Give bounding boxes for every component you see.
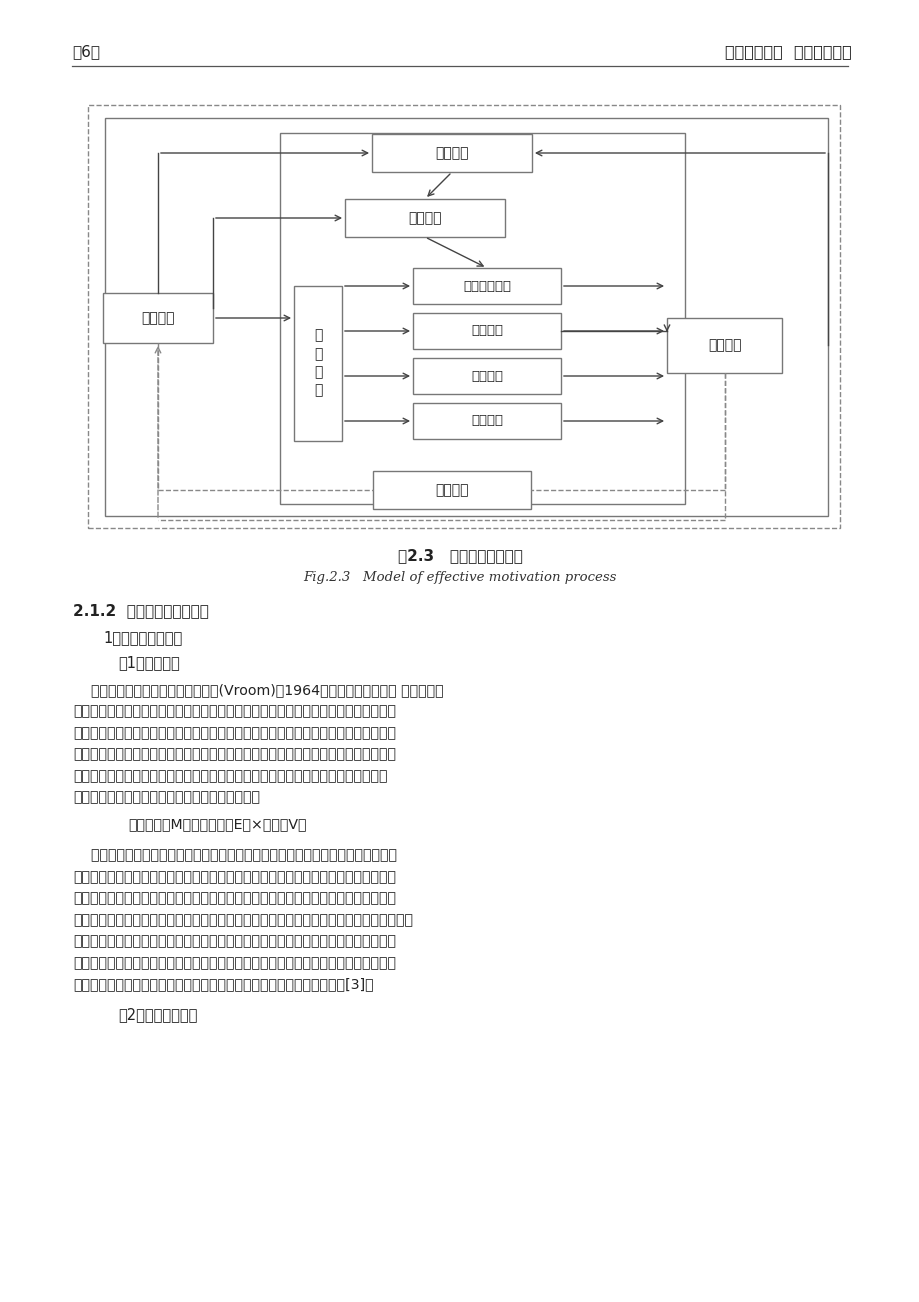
Text: 激励主体: 激励主体 xyxy=(708,339,741,352)
Text: 激励信息: 激励信息 xyxy=(435,483,469,497)
Text: 促使其保持这种工作积极性，用公式表示，即是：: 促使其保持这种工作积极性，用公式表示，即是： xyxy=(73,790,260,805)
Text: 掘员工的潜力。期望理论的最大贡献在于，它使企业管理者们懂得，为了激发员工的积: 掘员工的潜力。期望理论的最大贡献在于，它使企业管理者们懂得，为了激发员工的积 xyxy=(73,956,395,970)
Text: 期望理论是美国管理心理学弗鲁姆(Vroom)于1964年在《工作与激励》 一书中首次: 期望理论是美国管理心理学弗鲁姆(Vroom)于1964年在《工作与激励》 一书中… xyxy=(73,684,443,697)
Text: 不大。按照弗鲁姆的期望理论，为了有效地激发员工的积极性，需要正确处理好三种关: 不大。按照弗鲁姆的期望理论，为了有效地激发员工的积极性，需要正确处理好三种关 xyxy=(73,892,395,905)
Text: 在实际管理工作中应根据员工的不同需要，宜采取多种形式的奖励，才能最大限度地挖: 在实际管理工作中应根据员工的不同需要，宜采取多种形式的奖励，才能最大限度地挖 xyxy=(73,935,395,948)
Text: 2.1.2  西方的典型激励理论: 2.1.2 西方的典型激励理论 xyxy=(73,603,209,618)
Bar xyxy=(88,105,839,529)
Text: 激励力量（M）＝期望值（E）×效价（V）: 激励力量（M）＝期望值（E）×效价（V） xyxy=(128,816,306,831)
Bar xyxy=(413,268,561,303)
Text: 当个人对实现某项目标的效价高，且实现可能性也大时，则实现此项目标的激励力: 当个人对实现某项目标的效价高，且实现可能性也大时，则实现此项目标的激励力 xyxy=(73,849,397,862)
Bar xyxy=(413,404,561,439)
Bar xyxy=(372,471,530,509)
Bar xyxy=(371,134,531,172)
Text: 激励主体: 激励主体 xyxy=(142,311,175,326)
Bar xyxy=(667,318,782,372)
Text: 反馈控制: 反馈控制 xyxy=(471,414,503,427)
Text: （1）期望理论: （1）期望理论 xyxy=(118,655,179,671)
Text: 第6页: 第6页 xyxy=(72,44,100,60)
Bar xyxy=(103,293,213,342)
Text: 激励环境: 激励环境 xyxy=(435,146,469,160)
Text: 系：一是努力与成绩的关系，二是成绩与奖励的关系，一是激励与满足是个人需要的关系。: 系：一是努力与成绩的关系，二是成绩与奖励的关系，一是激励与满足是个人需要的关系。 xyxy=(73,913,413,927)
Text: 极性，必须提高员工行动结果的偏好程度，同时要提高员工对高期望概率[3]。: 极性，必须提高员工行动结果的偏好程度，同时要提高员工对高期望概率[3]。 xyxy=(73,978,373,992)
Text: 激
励
控
制: 激 励 控 制 xyxy=(313,328,322,397)
Text: 过程监控: 过程监控 xyxy=(471,370,503,383)
Text: 时机选择: 时机选择 xyxy=(471,324,503,337)
Text: 选择激励因素: 选择激励因素 xyxy=(462,280,510,293)
Text: 激励环境: 激励环境 xyxy=(408,211,441,225)
Text: 事某项工作并达成组织目标，是因为这些工作和组织目标会帮助他们达成自己的目标、: 事某项工作并达成组织目标，是因为这些工作和组织目标会帮助他们达成自己的目标、 xyxy=(73,727,395,740)
Bar xyxy=(294,285,342,440)
Text: 满足自己某方面的需要。对于认为自己能够通过努力带来工作的高绩效并且估计到其成: 满足自己某方面的需要。对于认为自己能够通过努力带来工作的高绩效并且估计到其成 xyxy=(73,747,395,762)
Text: 就能够获得奖励的员工会提高其工作积极性，并且他们的奖励和他的期望相一致，这: 就能够获得奖励的员工会提高其工作积极性，并且他们的奖励和他的期望相一致，这 xyxy=(73,769,387,783)
Text: 图2.3   有效激励过程模式: 图2.3 有效激励过程模式 xyxy=(397,548,522,564)
Text: 华东理工大学  硕士学位论文: 华东理工大学 硕士学位论文 xyxy=(724,44,851,60)
Bar xyxy=(105,118,827,516)
Text: 1、过程型激励理论: 1、过程型激励理论 xyxy=(103,630,182,644)
Bar xyxy=(345,199,505,237)
Bar xyxy=(413,312,561,349)
Text: Fig.2.3   Model of effective motivation process: Fig.2.3 Model of effective motivation pr… xyxy=(303,572,616,585)
Text: （2）目标设定理论: （2）目标设定理论 xyxy=(118,1006,198,1022)
Bar xyxy=(413,358,561,395)
Text: 量就大；若效价和期望值这两个因素中的任何一项较低时，则实现此目标的激励力量就: 量就大；若效价和期望值这两个因素中的任何一项较低时，则实现此目标的激励力量就 xyxy=(73,870,395,884)
Text: 提出来的。该理论反映了人的积极行为产生的内在机制，它的基础是：人之所以能够从: 提出来的。该理论反映了人的积极行为产生的内在机制，它的基础是：人之所以能够从 xyxy=(73,704,395,719)
Bar xyxy=(279,133,685,504)
